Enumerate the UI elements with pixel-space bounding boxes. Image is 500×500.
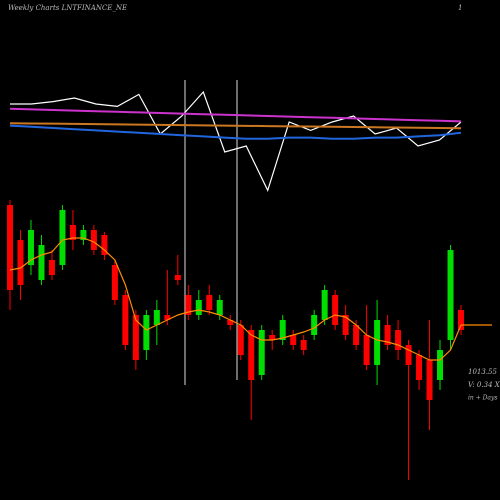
candle-body xyxy=(69,225,76,240)
candle-body xyxy=(447,250,454,340)
candle-body xyxy=(458,310,464,330)
moving-average xyxy=(9,237,462,361)
candle-body xyxy=(279,320,286,340)
info-label: in + Days xyxy=(468,395,497,402)
indicator-line xyxy=(9,124,462,140)
candle-body xyxy=(27,230,34,265)
candle-body xyxy=(38,245,45,280)
candle-body xyxy=(311,315,318,335)
candle-body xyxy=(237,325,244,355)
info-label: V: 0.34 X xyxy=(468,381,500,389)
candle-body xyxy=(185,295,192,315)
candle-body xyxy=(426,360,433,400)
candle-body xyxy=(227,320,234,325)
indicator-line xyxy=(9,107,462,123)
candle-body xyxy=(321,290,328,320)
candle-body xyxy=(363,335,370,365)
indicator-line xyxy=(10,90,462,193)
candle-body xyxy=(342,315,349,335)
indicator-line xyxy=(9,122,462,130)
candle-body xyxy=(80,230,87,240)
candle-body xyxy=(353,325,360,345)
candle-body xyxy=(290,335,297,345)
candle-body xyxy=(216,300,223,315)
info-label: 1013.55 xyxy=(468,368,497,376)
candle-body xyxy=(384,325,391,345)
candle-body xyxy=(195,300,202,315)
candle-body xyxy=(48,260,55,275)
candle-body xyxy=(258,330,265,375)
chart-title: Weekly Charts LNTFINANCE_NE xyxy=(8,4,127,12)
candle-body xyxy=(174,275,181,280)
candle-body xyxy=(416,355,423,380)
candle-body xyxy=(395,330,402,350)
candle-body xyxy=(132,315,139,360)
candle-body xyxy=(405,345,412,365)
candle-body xyxy=(300,340,307,350)
candle-body xyxy=(143,315,150,350)
candle-body xyxy=(111,265,118,300)
candle-body xyxy=(437,350,444,380)
candle-body xyxy=(59,210,66,265)
candle-body xyxy=(164,315,171,320)
candle-body xyxy=(332,295,339,325)
candle-body xyxy=(7,205,13,290)
candle-body xyxy=(153,310,160,325)
candle-body xyxy=(101,235,108,255)
candle-body xyxy=(122,295,129,345)
corner-label: 1 xyxy=(458,4,462,12)
candle-body xyxy=(17,240,24,285)
candle-body xyxy=(90,230,97,250)
candle-body xyxy=(248,330,255,380)
candle-body xyxy=(206,295,213,310)
candle-body xyxy=(269,335,276,340)
candle-body xyxy=(374,320,381,365)
